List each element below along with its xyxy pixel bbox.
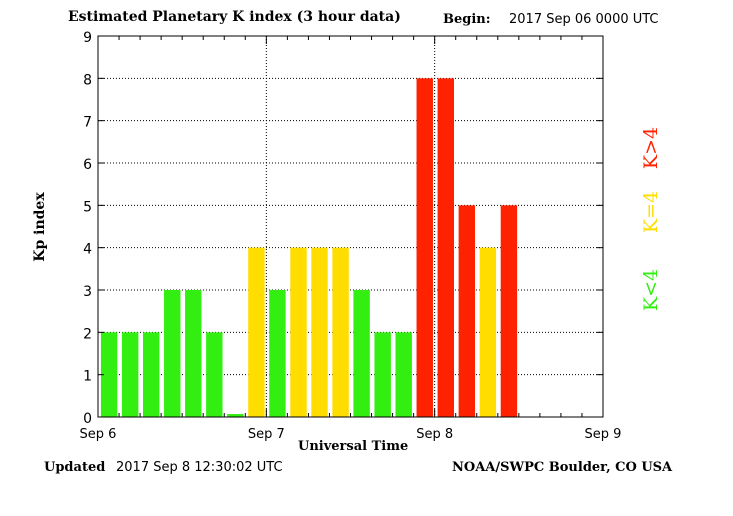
kp-bar	[248, 247, 265, 417]
kp-bar	[458, 205, 476, 417]
kp-bar	[437, 78, 454, 417]
begin-value: 2017 Sep 06 0000 UTC	[509, 12, 659, 27]
y-tick-label: 2	[83, 326, 92, 342]
kp-bar	[332, 247, 349, 417]
y-tick-label: 8	[83, 72, 92, 88]
kp-bar	[500, 205, 518, 417]
kp-bar	[479, 247, 497, 417]
y-axis-label: Kp index	[32, 192, 48, 262]
kp-bar	[227, 414, 244, 417]
kp-bar	[290, 247, 307, 417]
kp-bar	[353, 290, 370, 417]
y-tick-label: 1	[83, 369, 92, 385]
kp-bar	[269, 290, 286, 417]
legend-entry: K=4	[640, 191, 662, 233]
x-tick-label: Sep 6	[80, 427, 117, 442]
kp-bar	[416, 78, 433, 417]
y-tick-label: 5	[83, 199, 92, 215]
updated-label: Updated	[44, 460, 106, 475]
kp-bar	[121, 332, 139, 417]
kp-bar	[164, 290, 181, 417]
kp-bar	[142, 332, 160, 417]
begin-label: Begin:	[443, 12, 491, 27]
y-tick-label: 9	[83, 30, 92, 46]
x-tick-label: Sep 7	[248, 427, 285, 442]
x-tick-label: Sep 9	[585, 427, 622, 442]
source-credit: NOAA/SWPC Boulder, CO USA	[452, 460, 673, 475]
chart-title: Estimated Planetary K index (3 hour data…	[68, 9, 401, 25]
x-tick-label: Sep 8	[416, 427, 453, 442]
y-tick-label: 4	[83, 242, 92, 258]
legend-entry: K<4	[640, 269, 662, 311]
kp-bar	[185, 290, 202, 417]
y-tick-label: 7	[83, 115, 92, 131]
kp-bar	[100, 332, 118, 417]
y-tick-label: 6	[83, 157, 92, 173]
updated-timestamp: 2017 Sep 8 12:30:02 UTC	[116, 460, 283, 475]
kp-bar	[374, 332, 391, 417]
legend-entry: K>4	[640, 127, 662, 169]
x-axis-label: Universal Time	[298, 439, 409, 454]
kp-bar	[395, 332, 412, 417]
kp-bar	[311, 247, 328, 417]
y-tick-label: 0	[83, 411, 92, 427]
kp-bar	[206, 332, 223, 417]
y-tick-label: 3	[83, 284, 92, 300]
